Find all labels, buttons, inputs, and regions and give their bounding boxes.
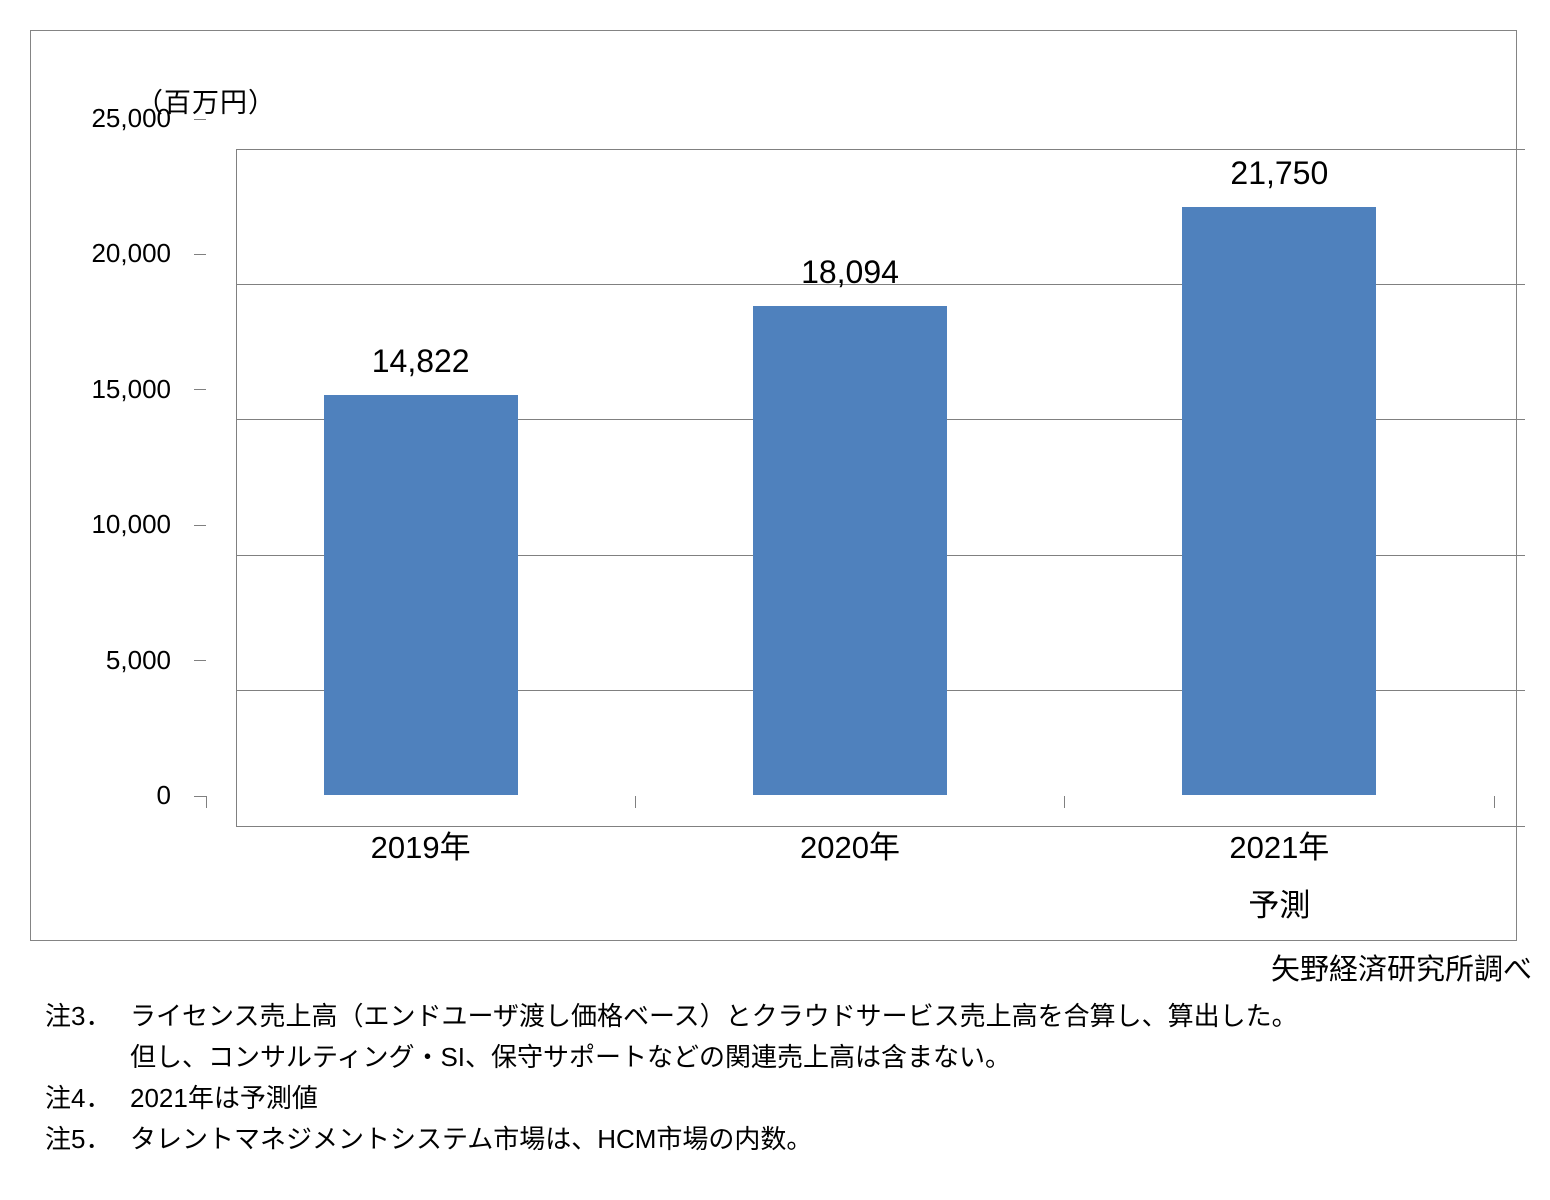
y-gridline xyxy=(237,148,1525,150)
note-row-3: 注3． ライセンス売上高（エンドユーザ渡し価格ベース）とクラウドサービス売上高を… xyxy=(45,996,1298,1037)
bar-2019年 xyxy=(323,394,518,795)
y-tick-label: 5,000 xyxy=(105,644,171,675)
x-axis-tick xyxy=(634,796,636,808)
note-text: 但し、コンサルティング・SI、保守サポートなどの関連売上高は含まない。 xyxy=(130,1042,1012,1072)
note-text: 2021年は予測値 xyxy=(130,1083,318,1113)
source-credit: 矢野経済研究所調べ xyxy=(1270,954,1532,986)
x-tick-sublabel: 予測 xyxy=(1248,888,1311,923)
notes-section: 注3． ライセンス売上高（エンドユーザ渡し価格ベース）とクラウドサービス売上高を… xyxy=(45,996,1298,1160)
y-tick-label: 20,000 xyxy=(91,238,171,269)
bar-value-label: 21,750 xyxy=(1230,155,1329,191)
x-tick-label: 2021年 xyxy=(1229,830,1330,865)
note-text: ライセンス売上高（エンドユーザ渡し価格ベース）とクラウドサービス売上高を合算し、… xyxy=(130,1001,1298,1031)
bar-2020年 xyxy=(753,306,947,795)
note-label: 注4． xyxy=(45,1083,112,1113)
y-axis-tick xyxy=(194,118,206,120)
note-text: タレントマネジメントシステム市場は、HCM市場の内数。 xyxy=(130,1124,813,1154)
note-row-3-continued: 但し、コンサルティング・SI、保守サポートなどの関連売上高は含まない。 xyxy=(45,1037,1298,1078)
x-axis-tick xyxy=(1064,796,1066,808)
y-axis-tick xyxy=(194,795,206,797)
note-row-5: 注5． タレントマネジメントシステム市場は、HCM市場の内数。 xyxy=(45,1119,1298,1160)
y-tick-label: 0 xyxy=(156,780,171,810)
y-axis-tick xyxy=(194,253,206,255)
x-axis-tick xyxy=(1493,796,1495,808)
x-axis-tick xyxy=(205,796,207,808)
y-tick-label: 10,000 xyxy=(91,509,171,540)
bar-value-label: 14,822 xyxy=(371,342,470,379)
y-axis-tick xyxy=(194,660,206,662)
note-row-4: 注4． 2021年は予測値 xyxy=(45,1078,1298,1119)
y-axis-tick xyxy=(194,524,206,526)
chart-container: （百万円） 0 5,000 10,000 15,000 20,000 25,000 14,8… xyxy=(30,30,1525,941)
y-axis-tick xyxy=(194,389,206,391)
y-tick-label: 15,000 xyxy=(91,373,171,404)
bar-value-label: 18,094 xyxy=(801,254,899,290)
x-tick-label: 2019年 xyxy=(370,830,471,865)
y-gridline xyxy=(237,283,1525,285)
note-label: 注3． xyxy=(45,1001,112,1031)
note-label: 注5． xyxy=(45,1124,112,1154)
x-tick-label: 2020年 xyxy=(800,830,900,865)
y-tick-label: 25,000 xyxy=(91,103,171,133)
y-axis-unit-label: （百万円） xyxy=(136,88,276,118)
bar-2021年 xyxy=(1182,207,1377,795)
